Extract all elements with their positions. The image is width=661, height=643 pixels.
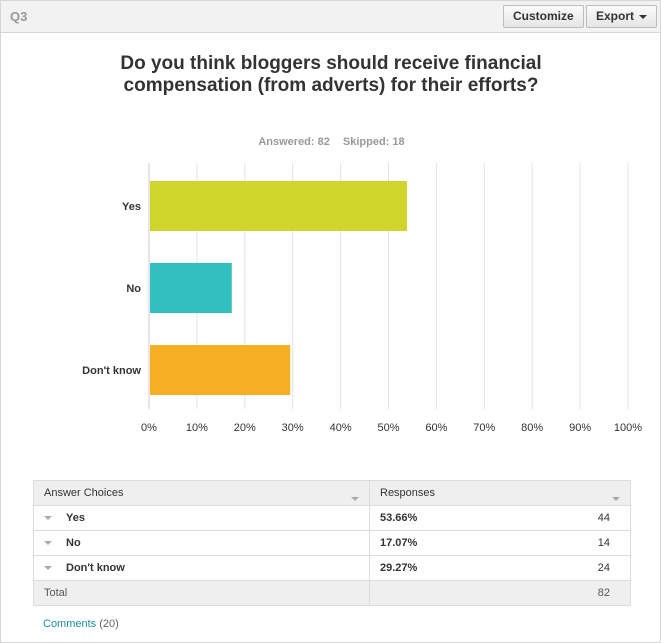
x-tick-label: 50% xyxy=(377,422,399,434)
comments-link[interactable]: Comments xyxy=(43,618,97,630)
comments-section: Comments (20) xyxy=(43,618,119,630)
choice-cell: Yes xyxy=(33,505,370,531)
expand-chevron-icon[interactable] xyxy=(44,566,52,571)
answered-count: Answered: 82 xyxy=(258,136,330,148)
expand-chevron-icon[interactable] xyxy=(44,541,52,546)
export-button[interactable]: Export xyxy=(586,5,658,28)
bar-chart: 0% 10% 20% 30% 40% 50% 60% 70% 80% 90% 100% Yes No Do… xyxy=(82,163,642,434)
x-tick-label: 30% xyxy=(282,422,304,434)
choice-cell: Don't know xyxy=(33,555,370,581)
bar-no xyxy=(150,263,232,313)
category-label: Don't know xyxy=(82,365,141,377)
question-number: Q3 xyxy=(10,9,28,24)
table-row: Yes 53.66% 44 xyxy=(33,505,631,531)
response-cell: 53.66% 44 xyxy=(369,505,631,531)
sort-chevron-icon[interactable] xyxy=(612,497,620,501)
choice-label: Yes xyxy=(66,512,85,524)
category-label: Yes xyxy=(122,201,141,213)
choice-label: No xyxy=(66,537,81,549)
table-total-row: Total 82 xyxy=(33,580,631,606)
response-percent: 53.66% xyxy=(380,512,418,524)
header-answer-choices-label: Answer Choices xyxy=(44,487,124,499)
x-tick-label: 100% xyxy=(614,422,642,434)
x-tick-label: 60% xyxy=(425,422,447,434)
customize-button[interactable]: Customize xyxy=(503,5,584,28)
header-answer-choices[interactable]: Answer Choices xyxy=(33,480,370,506)
response-cell: 29.27% 24 xyxy=(369,555,631,581)
category-label: No xyxy=(126,283,141,295)
comments-count: (20) xyxy=(99,618,119,630)
response-cell: 17.07% 14 xyxy=(369,530,631,556)
response-count: 24 xyxy=(597,562,610,574)
total-cell: 82 xyxy=(369,580,631,606)
table-row: Don't know 29.27% 24 xyxy=(33,555,631,581)
customize-button-label: Customize xyxy=(513,9,574,23)
x-tick-label: 0% xyxy=(141,422,157,434)
bar-don-t-know xyxy=(150,345,291,395)
bar-yes xyxy=(150,181,408,231)
response-count: 44 xyxy=(597,512,610,524)
x-tick-label: 70% xyxy=(473,422,495,434)
response-summary: Answered: 82 Skipped: 18 xyxy=(1,136,661,148)
question-header: Q3 Customize Export xyxy=(1,1,660,33)
chevron-down-icon xyxy=(639,14,648,19)
skipped-count: Skipped: 18 xyxy=(342,136,405,148)
table-header-row: Answer Choices Responses xyxy=(33,480,631,506)
response-count: 14 xyxy=(597,537,610,549)
chart-title: Do you think bloggers should receive fin… xyxy=(120,53,542,96)
table-row: No 17.07% 14 xyxy=(33,530,631,556)
expand-chevron-icon[interactable] xyxy=(44,516,52,521)
total-value: 82 xyxy=(597,587,610,599)
responses-table: Answer Choices Responses Yes 53.66% 44 No… xyxy=(33,480,631,606)
header-responses-label: Responses xyxy=(380,487,436,499)
choice-cell: No xyxy=(33,530,370,556)
sort-chevron-icon[interactable] xyxy=(351,497,359,501)
response-percent: 17.07% xyxy=(380,537,418,549)
x-tick-label: 20% xyxy=(234,422,256,434)
header-responses[interactable]: Responses xyxy=(369,480,631,506)
x-tick-label: 80% xyxy=(521,422,543,434)
response-percent: 29.27% xyxy=(380,562,418,574)
export-button-label: Export xyxy=(596,9,635,23)
x-tick-label: 10% xyxy=(186,422,208,434)
total-label: Total xyxy=(33,580,370,606)
x-tick-label: 40% xyxy=(330,422,352,434)
x-tick-label: 90% xyxy=(569,422,591,434)
choice-label: Don't know xyxy=(66,562,125,574)
